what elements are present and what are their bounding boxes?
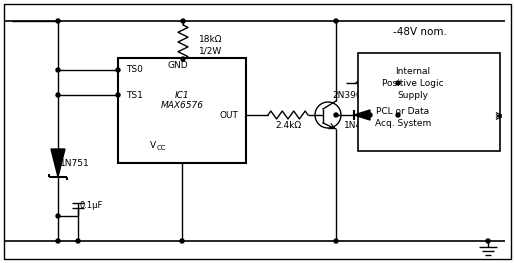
Text: Acq. System: Acq. System — [375, 119, 431, 128]
Bar — [358, 53, 500, 151]
Text: CC: CC — [156, 145, 166, 151]
Circle shape — [56, 214, 60, 218]
Text: Supply: Supply — [398, 90, 428, 99]
Circle shape — [181, 57, 185, 61]
Polygon shape — [354, 110, 370, 120]
Circle shape — [368, 113, 372, 117]
Circle shape — [396, 113, 400, 117]
Circle shape — [56, 239, 60, 243]
Text: 2N3904: 2N3904 — [332, 90, 367, 99]
Text: 0.1μF: 0.1μF — [80, 201, 104, 210]
Text: MAX6576: MAX6576 — [161, 102, 203, 110]
Text: 1N4148: 1N4148 — [345, 122, 380, 130]
Text: 18kΩ: 18kΩ — [199, 36, 222, 44]
Circle shape — [76, 239, 80, 243]
Circle shape — [116, 93, 120, 97]
Circle shape — [334, 239, 338, 243]
Text: 2.4kΩ: 2.4kΩ — [275, 120, 301, 129]
Circle shape — [486, 239, 490, 243]
Circle shape — [56, 68, 60, 72]
Text: 1/2W: 1/2W — [199, 47, 222, 55]
Text: PCL or Data: PCL or Data — [376, 107, 430, 115]
Text: IC1: IC1 — [175, 90, 190, 99]
Bar — [118, 58, 246, 163]
Text: V: V — [150, 140, 156, 149]
Circle shape — [116, 68, 120, 72]
Text: GND: GND — [168, 62, 188, 70]
Text: -48V nom.: -48V nom. — [393, 27, 447, 37]
Circle shape — [334, 19, 338, 23]
Polygon shape — [51, 149, 65, 177]
Text: TS0: TS0 — [126, 65, 143, 74]
Circle shape — [396, 81, 400, 85]
Circle shape — [180, 239, 184, 243]
Circle shape — [56, 93, 60, 97]
Circle shape — [181, 19, 185, 23]
Circle shape — [56, 19, 60, 23]
Circle shape — [334, 113, 338, 117]
Text: Internal: Internal — [396, 67, 431, 75]
Text: Positive Logic: Positive Logic — [382, 78, 444, 88]
Text: TS1: TS1 — [126, 90, 143, 99]
Text: 1N751: 1N751 — [60, 159, 90, 168]
Text: OUT: OUT — [219, 110, 238, 119]
